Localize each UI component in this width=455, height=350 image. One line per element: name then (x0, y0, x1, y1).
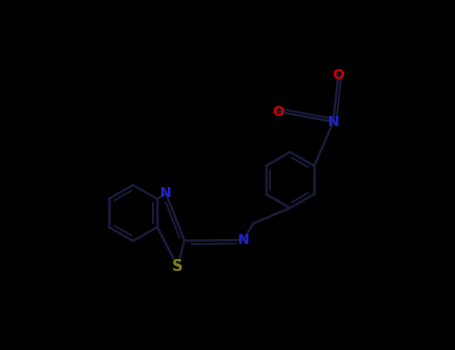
Text: O: O (273, 105, 284, 119)
Text: N: N (328, 115, 339, 129)
Text: N: N (238, 233, 249, 247)
Text: O: O (333, 68, 344, 82)
Text: S: S (172, 259, 183, 274)
Text: N: N (160, 186, 172, 200)
